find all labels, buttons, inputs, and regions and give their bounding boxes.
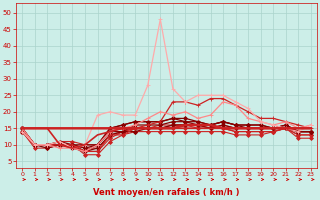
X-axis label: Vent moyen/en rafales ( km/h ): Vent moyen/en rafales ( km/h ) — [93, 188, 240, 197]
